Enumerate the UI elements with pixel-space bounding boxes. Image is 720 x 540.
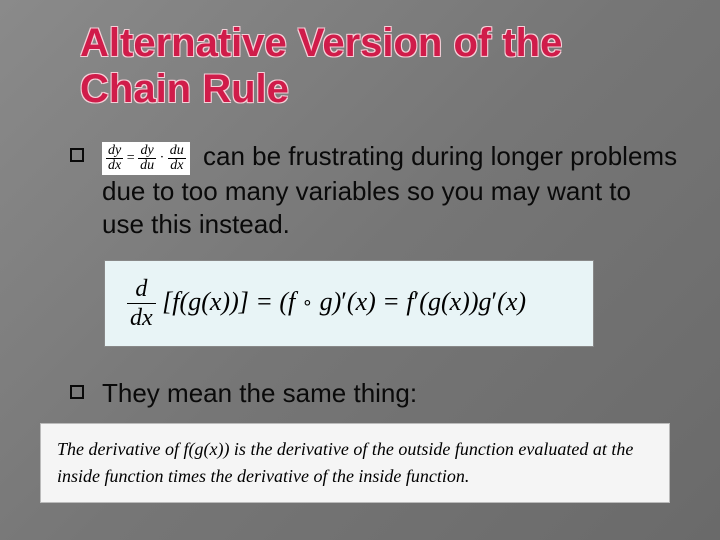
bullet-marker (70, 385, 84, 399)
bullet-2-text: They mean the same thing: (102, 377, 417, 411)
d-dx-fraction: d dx (127, 277, 156, 330)
bullet-item-1: dydx = dydu · dudx can be frustrating du… (70, 140, 680, 242)
formula-expression: [f(g(x))] = (f ∘ g)′(x) = f′(g(x))g′(x) (156, 287, 526, 316)
bullet-item-2: They mean the same thing: (70, 377, 680, 411)
slide-title: Alternative Version of the Chain Rule (70, 20, 680, 112)
description-text: The derivative of f(g(x)) is the derivat… (57, 439, 633, 486)
bullet-1-text: dydx = dydu · dudx can be frustrating du… (102, 140, 680, 242)
chain-rule-formula-box: d dx [f(g(x))] = (f ∘ g)′(x) = f′(g(x))g… (104, 260, 594, 347)
dot-sign: · (160, 150, 165, 165)
description-box: The derivative of f(g(x)) is the derivat… (40, 423, 670, 503)
bullet-marker (70, 148, 84, 162)
equals-sign: = (127, 150, 135, 165)
bullet-2-lead: They (102, 378, 160, 408)
slide-content: Alternative Version of the Chain Rule dy… (0, 0, 720, 523)
leibniz-notation-image: dydx = dydu · dudx (102, 142, 190, 175)
bullet-2-rest: mean the same thing: (160, 378, 417, 408)
